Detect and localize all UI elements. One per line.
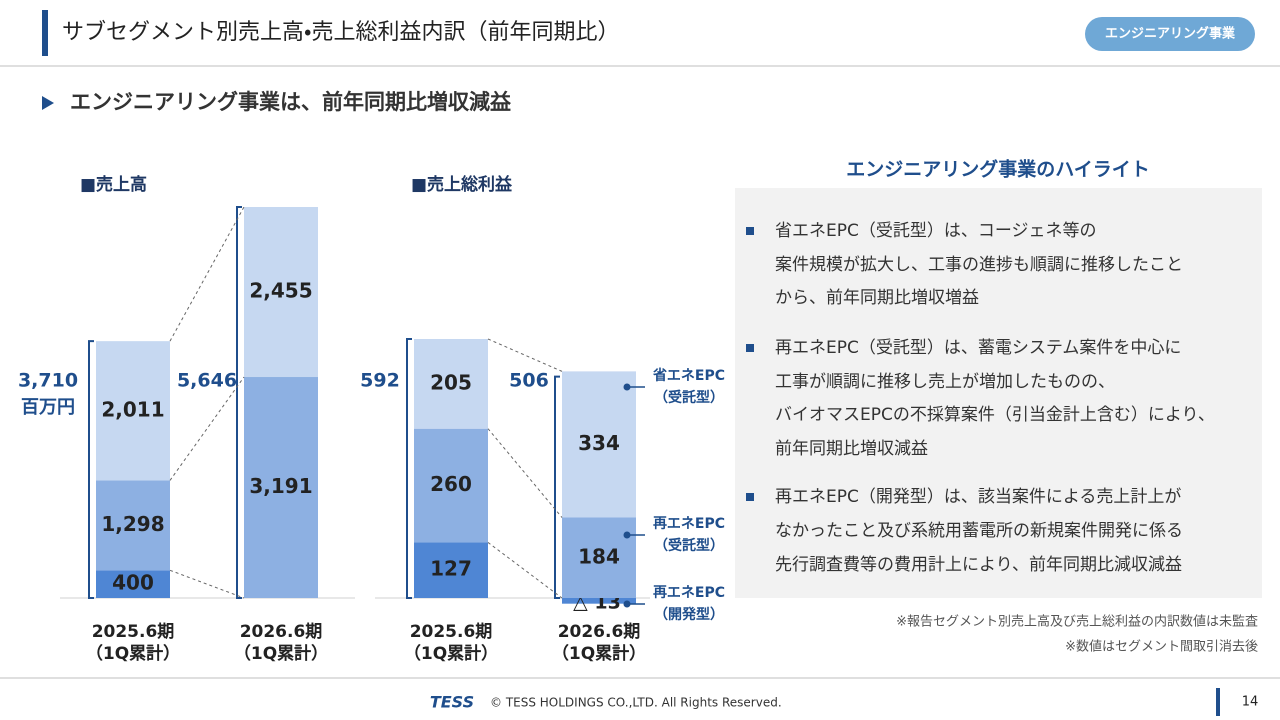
bullet-text: 再エネEPC（受託型）は、蓄電システム案件を中心に	[775, 338, 1181, 358]
connector	[169, 569, 245, 599]
total-label: 592	[360, 370, 400, 392]
badge	[1085, 17, 1255, 51]
value-label: 184	[578, 544, 620, 568]
legend-dot	[623, 600, 631, 608]
note: ※報告セグメント別売上高及び売上総利益の内訳数値は未監査	[896, 614, 1258, 630]
copyright: © TESS HOLDINGS CO.,LTD. All Rights Rese…	[490, 696, 782, 710]
bar-segment	[96, 570, 170, 598]
note: ※数値はセグメント間取引消去後	[1065, 639, 1258, 655]
bullet-text: 案件規模が拡大し、工事の進捗も順調に推移したこと	[775, 255, 1183, 275]
category-label: 2025.6期（1Q累計）	[86, 622, 180, 664]
value-label: 1,298	[101, 512, 164, 536]
chart-title: ■売上高	[80, 174, 147, 195]
value-label: 205	[430, 370, 472, 394]
bar-segment	[414, 428, 488, 543]
legend-dot	[623, 531, 631, 539]
category-label: 2025.6期（1Q累計）	[404, 622, 498, 664]
bar-segment	[96, 341, 170, 481]
value-label: 127	[430, 557, 472, 581]
unit-label: 百万円	[21, 397, 75, 418]
bullet-text: から、前年同期比増収増益	[775, 288, 979, 308]
total-bracket	[88, 340, 94, 599]
bar-segment	[96, 480, 170, 571]
value-label: 3,191	[249, 474, 312, 498]
legend-dot	[623, 383, 631, 391]
bar-segment	[414, 542, 488, 598]
total-bracket	[236, 206, 242, 599]
value-label: 2,011	[101, 397, 164, 421]
highlight-title: エンジニアリング事業のハイライト	[846, 158, 1150, 181]
bar-segment	[244, 207, 318, 378]
title-bar	[42, 10, 48, 56]
bullet-square	[746, 344, 754, 352]
connector	[487, 338, 563, 372]
connector	[169, 376, 245, 481]
bullet-text: 工事が順調に推移し売上が増加したものの、	[775, 372, 1115, 392]
bar-segment	[562, 517, 636, 598]
legend-label: 再エネEPC （開発型）	[653, 585, 725, 623]
chart-title: ■売上総利益	[411, 174, 513, 195]
value-label: 334	[578, 431, 620, 455]
value-label: 400	[112, 571, 154, 595]
value-label: 2,455	[249, 279, 312, 303]
total-bracket	[406, 338, 412, 599]
bullet-text: バイオマスEPCの不採算案件（引当金計上含む）により、	[775, 405, 1215, 425]
bullet-text: 先行調査費等の費用計上により、前年同期比減収減益	[775, 555, 1182, 575]
legend-label: 省エネEPC （受託型）	[652, 367, 725, 406]
subtitle: エンジニアリング事業は、前年同期比増収減益	[70, 90, 512, 114]
bullet-text: 前年同期比増収減益	[775, 439, 928, 459]
category-label: 2026.6期（1Q累計）	[552, 622, 646, 664]
subtitle-arrow	[42, 96, 54, 110]
highlight-box	[735, 188, 1262, 598]
slide-title: サブセグメント別売上高・売上総利益内訳（前年同期比）	[62, 20, 619, 45]
bullet-square	[746, 227, 754, 235]
bar-segment	[414, 339, 488, 429]
bar-segment	[562, 371, 636, 518]
connector	[169, 206, 245, 342]
total-label: 3,710	[18, 370, 78, 392]
legend-label: 再エネEPC （受託型）	[653, 516, 725, 554]
bullet-square	[746, 493, 754, 501]
connector	[487, 542, 563, 599]
total-bracket	[554, 375, 560, 599]
bullet-text: なかったこと及び系統用蓄電所の新規案件開発に係る	[775, 521, 1183, 541]
bullet-text: 再エネEPC（開発型）は、該当案件による売上計上が	[775, 487, 1181, 507]
page-number: 14	[1242, 695, 1259, 710]
bar-segment	[562, 598, 636, 604]
value-label: 260	[430, 472, 472, 496]
bar-segment	[244, 377, 318, 598]
total-label: 5,646	[177, 370, 237, 392]
total-label: 506	[509, 370, 549, 392]
logo: TESS	[430, 693, 474, 712]
category-label: 2026.6期（1Q累計）	[234, 622, 328, 664]
page-bar	[1216, 688, 1220, 716]
badge-text: エンジニアリング事業	[1105, 26, 1236, 42]
bullet-text: 省エネEPC（受託型）は、コージェネ等の	[775, 221, 1097, 241]
connector	[487, 428, 563, 518]
